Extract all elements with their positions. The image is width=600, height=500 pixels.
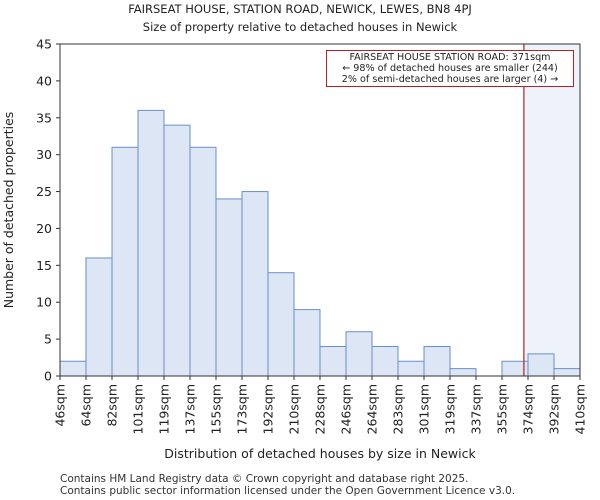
annotation-line-2: ← 98% of detached houses are smaller (24… <box>342 63 558 74</box>
bar-11 <box>345 331 373 377</box>
marker-annotation-box: FAIRSEAT HOUSE STATION ROAD: 371sqm ← 98… <box>326 50 574 87</box>
x-tick-label: 192sqm <box>261 384 276 434</box>
bar-7 <box>241 191 269 377</box>
y-tick-label: 15 <box>36 258 52 273</box>
y-tick-label: 25 <box>36 184 52 199</box>
x-tick-label: 301sqm <box>417 384 432 434</box>
bar-5 <box>189 146 217 377</box>
y-tick-label: 10 <box>36 295 52 310</box>
bar-0 <box>59 360 87 377</box>
bar-6 <box>215 198 243 377</box>
bar-19 <box>553 368 581 377</box>
y-tick-label: 20 <box>36 221 52 236</box>
x-tick-label: 392sqm <box>547 384 562 434</box>
y-tick-label: 40 <box>36 73 52 88</box>
bar-8 <box>267 272 295 377</box>
y-tick-label: 0 <box>44 369 52 384</box>
bar-2 <box>111 146 139 377</box>
x-axis-label: Distribution of detached houses by size … <box>164 446 476 461</box>
x-tick-label: 283sqm <box>391 384 406 434</box>
x-tick-label: 210sqm <box>287 384 302 434</box>
x-tick-label: 264sqm <box>365 384 380 434</box>
x-tick-label: 155sqm <box>209 384 224 434</box>
chart-subtitle: Size of property relative to detached ho… <box>142 20 458 34</box>
x-tick-label: 173sqm <box>235 384 250 434</box>
x-tick-label: 228sqm <box>313 384 328 434</box>
bar-14 <box>423 345 451 377</box>
y-tick-label: 35 <box>36 110 52 125</box>
x-tick-label: 101sqm <box>131 384 146 434</box>
x-tick-label: 355sqm <box>495 384 510 434</box>
bar-4 <box>163 124 191 377</box>
bar-1 <box>85 257 113 377</box>
bar-9 <box>293 309 321 377</box>
x-tick-label: 319sqm <box>443 384 458 434</box>
annotation-line-1: FAIRSEAT HOUSE STATION ROAD: 371sqm <box>349 52 551 63</box>
x-tick-label: 246sqm <box>339 384 354 434</box>
y-tick-label: 30 <box>36 147 52 162</box>
bar-10 <box>319 345 347 377</box>
x-tick-label: 374sqm <box>521 384 536 434</box>
footer-line-1: Contains HM Land Registry data © Crown c… <box>60 473 469 485</box>
bar-15 <box>449 368 477 377</box>
y-tick-label: 5 <box>44 332 52 347</box>
x-tick-label: 82sqm <box>105 384 120 427</box>
x-tick-label: 46sqm <box>53 384 68 427</box>
bar-12 <box>371 345 399 377</box>
x-tick-label: 410sqm <box>573 384 588 434</box>
bar-18 <box>527 353 555 377</box>
y-axis-label: Number of detached properties <box>1 112 16 309</box>
annotation-line-3: 2% of semi-detached houses are larger (4… <box>341 74 559 85</box>
larger-region-shade <box>523 44 580 376</box>
histogram-chart: 0 5 10 15 20 25 30 35 40 45 46sqm 64sqm 82sqm 101sqm 1… <box>1 37 588 462</box>
x-tick-label: 137sqm <box>183 384 198 434</box>
x-tick-label: 64sqm <box>79 384 94 427</box>
x-tick-label: 119sqm <box>157 384 172 434</box>
x-tick-label: 337sqm <box>469 384 484 434</box>
footer-line-2: Contains public sector information licen… <box>60 485 516 497</box>
bar-3 <box>137 109 165 377</box>
bar-13 <box>397 360 425 377</box>
y-tick-label: 45 <box>36 37 52 52</box>
chart-title: FAIRSEAT HOUSE, STATION ROAD, NEWICK, LE… <box>128 2 472 16</box>
